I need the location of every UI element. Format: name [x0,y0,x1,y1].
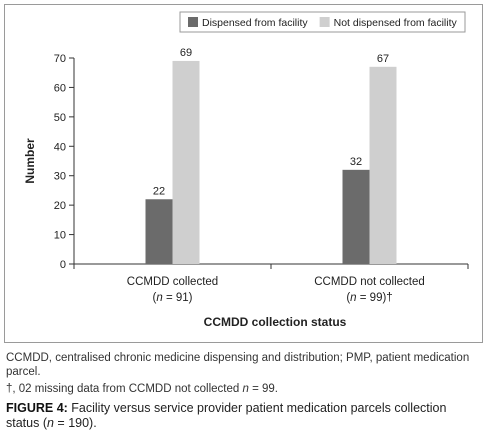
data-label: 67 [377,53,389,65]
y-tick-label: 10 [54,230,66,242]
bar-not-dispensed-collected [172,60,200,264]
bar-chart: Dispensed from facility Not dispensed fro… [23,11,469,329]
missing-data-text: †, 02 missing data from CCMDD not collec… [6,383,243,395]
figure-caption-text: Facility versus service provider patient… [6,401,447,430]
x-category-sublabel: (n = 91) [153,292,193,304]
y-tick-label: 40 [54,141,66,153]
y-tick-label: 50 [54,112,66,124]
y-tick-label: 0 [60,259,66,271]
legend-label: Dispensed from facility [202,17,308,29]
data-label: 32 [350,156,362,168]
chart-axes: 0 10 20 30 40 50 60 70 Number [23,53,469,271]
figure-caption: FIGURE 4: Facility versus service provid… [6,401,482,431]
abbreviations-text: CCMDD, centralised chronic medicine disp… [6,352,470,378]
bar-dispensed-collected [145,199,173,264]
missing-data-n: n [242,383,249,395]
y-axis-title: Number [23,138,37,184]
x-axis-title: CCMDD collection status [204,315,347,329]
legend-swatch [319,17,330,27]
legend: Dispensed from facility Not dispensed fro… [179,11,466,33]
chart-labels: 22 69 CCMDD collected (n = 91) 32 67 CCMDD not… [127,47,425,329]
x-category-sublabel: (n = 99)† [346,292,392,304]
data-label: 22 [153,185,165,197]
figure-frame [4,4,483,343]
figure-label: FIGURE 4: [6,401,68,415]
figure-caption-total: = 190). [53,416,97,430]
y-tick-label: 30 [54,171,66,183]
figure-caption-n: n [47,416,54,430]
chart-bars [145,60,397,264]
data-label: 69 [180,47,192,59]
y-tick-label: 70 [54,53,66,65]
missing-data-note: †, 02 missing data from CCMDD not collec… [6,382,482,396]
x-category-label: CCMDD collected [127,276,218,288]
missing-data-count: = 99. [248,383,278,395]
legend-label: Not dispensed from facility [334,17,458,29]
bar-dispensed-not-collected [342,169,370,264]
bar-not-dispensed-not-collected [369,66,397,264]
y-tick-label: 20 [54,200,66,212]
abbreviations-note: CCMDD, centralised chronic medicine disp… [6,351,482,379]
legend-swatch [188,17,198,27]
y-tick-label: 60 [54,82,66,94]
x-category-label: CCMDD not collected [314,276,425,288]
